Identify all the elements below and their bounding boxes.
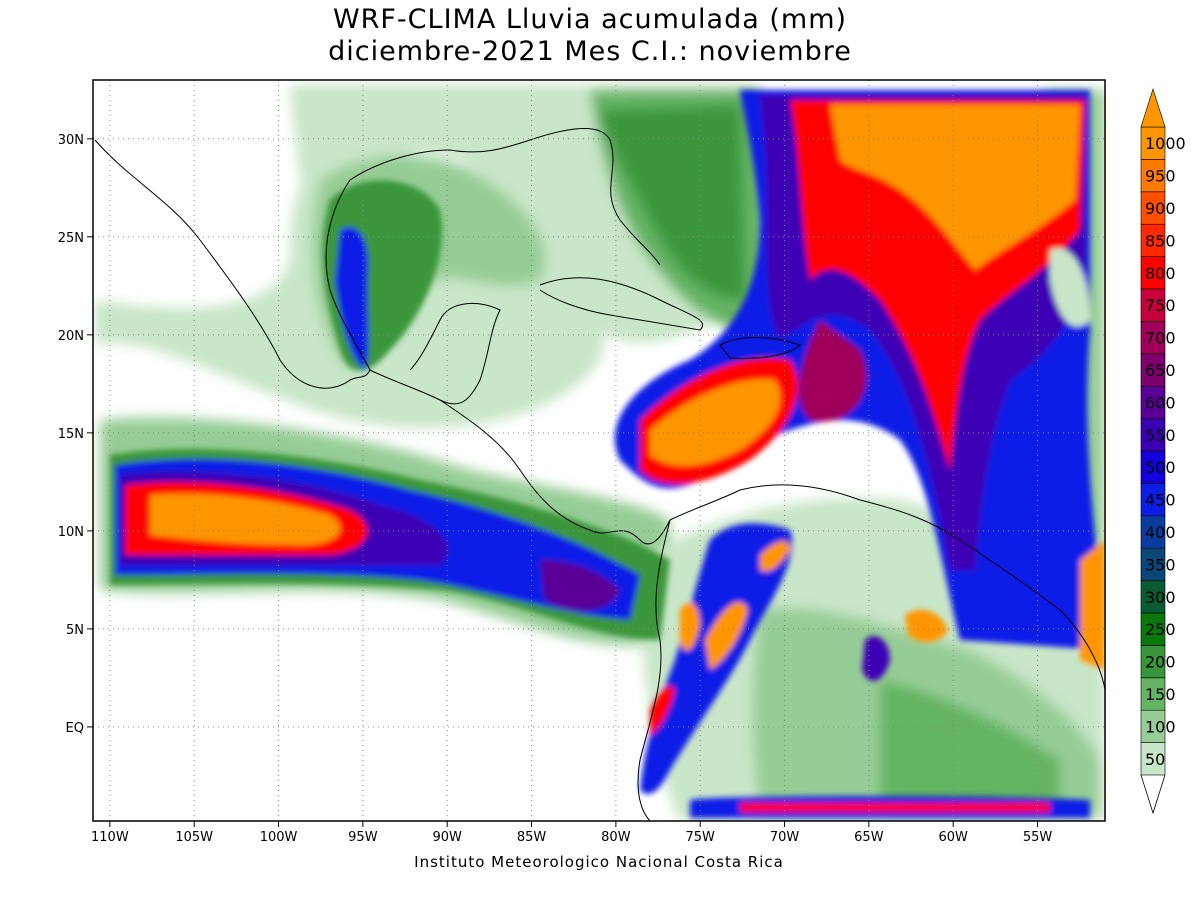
central-america-coast <box>439 399 741 545</box>
colorbar: 50 100 150 200 250 300 350 400 450 500 550 600 650 70… <box>1140 88 1186 815</box>
colorbar-label: 200 <box>1145 653 1176 672</box>
lon-tick-label: 85W <box>517 830 547 845</box>
colorbar-label: 900 <box>1145 199 1176 218</box>
hispaniola-coast <box>719 337 801 359</box>
lat-tick-label: 5N <box>66 623 84 638</box>
colorbar-label: 50 <box>1145 750 1165 769</box>
lat-tick-label: 15N <box>58 427 84 442</box>
south-america-north-coast <box>739 484 1105 691</box>
lat-tick-label: 10N <box>58 525 84 540</box>
colorbar-label: 150 <box>1145 685 1176 704</box>
colorbar-label: 500 <box>1145 458 1176 477</box>
colorbar-bin <box>1140 191 1166 225</box>
lon-tick-label: 80W <box>601 830 631 845</box>
colorbar-label: 1000 <box>1145 134 1186 153</box>
lon-tick-label: 55W <box>1023 830 1053 845</box>
lon-tick-label: 90W <box>432 830 462 845</box>
south-america-west-coast <box>637 519 671 821</box>
colorbar-bin <box>1140 677 1166 711</box>
colorbar-bin <box>1140 547 1166 581</box>
colorbar-bin <box>1140 256 1166 290</box>
lat-tick-label: 25N <box>58 231 84 246</box>
colorbar-label: 850 <box>1145 231 1176 250</box>
colorbar-bin <box>1140 159 1166 193</box>
colorbar-label: 750 <box>1145 296 1176 315</box>
colorbar-over-arrow <box>1140 88 1166 128</box>
colorbar-label: 100 <box>1145 717 1176 736</box>
axis-ticks: 110W 105W 100W 95W 90W 85W 80W 75W 70W 65W 60W 55W E… <box>58 133 1053 845</box>
lon-tick-label: 65W <box>854 830 884 845</box>
colorbar-bin <box>1140 742 1166 776</box>
andes-rain-area <box>640 523 1090 818</box>
lon-tick-label: 60W <box>938 830 968 845</box>
lon-tick-label: 70W <box>770 830 800 845</box>
mexico-usa-coast <box>94 127 661 389</box>
colorbar-label: 400 <box>1145 523 1176 542</box>
colorbar-bin <box>1140 385 1166 419</box>
colorbar-label: 300 <box>1145 588 1176 607</box>
colorbar-label: 700 <box>1145 329 1176 348</box>
colorbar-label: 650 <box>1145 361 1176 380</box>
itcz-rain-band <box>110 449 670 640</box>
lat-tick-label: EQ <box>66 721 84 736</box>
coastlines <box>94 127 1105 821</box>
grid-lines <box>93 80 1105 821</box>
colorbar-bin <box>1140 580 1166 614</box>
lon-tick-label: 110W <box>91 830 129 845</box>
lat-tick-label: 30N <box>58 133 84 148</box>
colorbar-label: 800 <box>1145 264 1176 283</box>
colorbar-label: 350 <box>1145 555 1176 574</box>
colorbar-bin <box>1140 483 1166 517</box>
colorbar-bin <box>1140 612 1166 646</box>
colorbar-bin <box>1140 126 1166 160</box>
rain-field-layer <box>95 85 1105 821</box>
colorbar-label: 450 <box>1145 491 1176 510</box>
lon-tick-label: 100W <box>260 830 298 845</box>
colorbar-under-arrow <box>1140 774 1166 815</box>
colorbar-label: 600 <box>1145 393 1176 412</box>
cuba-coast <box>539 277 703 331</box>
gulf-rain-area <box>322 180 442 371</box>
lon-tick-label: 95W <box>348 830 378 845</box>
atlantic-rain-band <box>614 90 1105 670</box>
lon-tick-label: 105W <box>175 830 213 845</box>
colorbar-label: 550 <box>1145 426 1176 445</box>
colorbar-label: 250 <box>1145 620 1176 639</box>
map-frame <box>92 79 1106 822</box>
credit-label: Instituto Meteorologico Nacional Costa R… <box>414 853 784 871</box>
yucatan-coast <box>369 302 501 405</box>
chart-title: WRF-CLIMA Lluvia acumulada (mm) <box>332 4 848 35</box>
colorbar-bin <box>1140 353 1166 387</box>
colorbar-label: 950 <box>1145 167 1176 186</box>
lat-tick-label: 20N <box>58 329 84 344</box>
chart-subtitle: diciembre-2021 Mes C.I.: noviembre <box>328 36 852 67</box>
lon-tick-label: 75W <box>685 830 715 845</box>
